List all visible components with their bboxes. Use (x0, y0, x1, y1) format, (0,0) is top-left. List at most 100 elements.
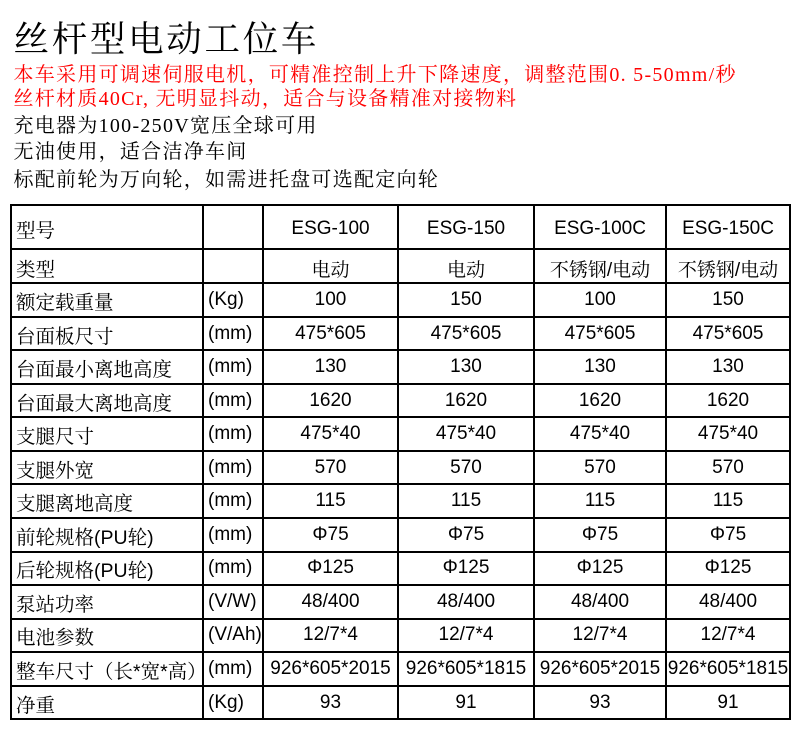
spec-unit: (mm) (202, 349, 264, 385)
spec-value: 电动 (262, 248, 399, 285)
spec-value: 570 (533, 449, 667, 486)
spec-unit: (mm) (202, 483, 264, 520)
spec-unit: (mm) (202, 651, 264, 687)
spec-value: Φ75 (665, 517, 791, 553)
spec-unit: (mm) (202, 315, 264, 352)
spec-unit: (mm) (202, 416, 264, 452)
spec-value: 130 (533, 349, 667, 385)
spec-value: ESG-150 (397, 203, 535, 251)
spec-value: Φ125 (397, 550, 535, 587)
table-row: 泵站功率 (V/W) 48/400 48/400 48/400 48/400 (10, 584, 791, 620)
spec-unit (202, 248, 264, 285)
spec-value: 1620 (665, 382, 791, 419)
spec-unit: (V/Ah) (202, 617, 264, 654)
spec-value: 475*40 (397, 416, 535, 452)
spec-value: 570 (665, 449, 791, 486)
spec-label: 类型 (10, 248, 204, 285)
spec-value: 12/7*4 (262, 617, 399, 654)
highlight-line-1: 本车采用可调速伺服电机，可精准控制上升下降速度，调整范围0. 5-50mm/秒 (13, 63, 737, 86)
spec-value: 91 (397, 684, 535, 721)
highlight-line-2: 丝杆材质40Cr, 无明显抖动，适合与设备精准对接物料 (13, 87, 518, 110)
spec-value: 130 (262, 349, 399, 385)
spec-value: 926*605*2015 (533, 651, 667, 687)
spec-unit: (mm) (202, 517, 264, 553)
spec-value: 48/400 (533, 584, 667, 620)
table-row: 整车尺寸（长*宽*高） (mm) 926*605*2015 926*605*1815 9… (10, 651, 791, 687)
spec-value: 91 (665, 684, 791, 721)
table-row: 支腿尺寸 (mm) 475*40 475*40 475*40 475*40 (10, 416, 791, 452)
spec-label: 额定载重量 (10, 282, 204, 318)
spec-value: 48/400 (262, 584, 399, 620)
spec-value: 926*605*1815 (665, 651, 791, 687)
spec-value: 48/400 (665, 584, 791, 620)
table-row: 台面最小离地高度 (mm) 130 130 130 130 (10, 349, 791, 385)
spec-label: 整车尺寸（长*宽*高） (10, 651, 204, 687)
spec-unit: (mm) (202, 449, 264, 486)
table-row: 支腿外宽 (mm) 570 570 570 570 (10, 449, 791, 486)
spec-value: 475*40 (262, 416, 399, 452)
spec-value: 1620 (397, 382, 535, 419)
note-line-3: 标配前轮为万向轮，如需进托盘可选配定向轮 (13, 168, 440, 191)
spec-value: 475*40 (533, 416, 667, 452)
spec-value: 115 (262, 483, 399, 520)
spec-value: 100 (262, 282, 399, 318)
spec-value: 48/400 (397, 584, 535, 620)
spec-value: 不锈钢/电动 (665, 248, 791, 285)
spec-value: ESG-100 (262, 203, 399, 251)
spec-value: 926*605*2015 (262, 651, 399, 687)
spec-label: 支腿外宽 (10, 449, 204, 486)
spec-value: 100 (533, 282, 667, 318)
spec-value: 570 (262, 449, 399, 486)
spec-value: 150 (665, 282, 791, 318)
spec-label: 台面最大离地高度 (10, 382, 204, 419)
spec-value: Φ125 (262, 550, 399, 587)
spec-value: 130 (665, 349, 791, 385)
spec-value: 475*605 (397, 315, 535, 352)
spec-value: 1620 (533, 382, 667, 419)
spec-value: Φ75 (397, 517, 535, 553)
spec-unit: (Kg) (202, 684, 264, 721)
spec-value: Φ125 (665, 550, 791, 587)
spec-label: 净重 (10, 684, 204, 721)
spec-value: 12/7*4 (665, 617, 791, 654)
table-row: 后轮规格(PU轮) (mm) Φ125 Φ125 Φ125 Φ125 (10, 550, 791, 587)
table-row: 型号 ESG-100 ESG-150 ESG-100C ESG-150C (10, 203, 791, 251)
spec-value: Φ75 (533, 517, 667, 553)
spec-unit (202, 203, 264, 251)
table-row: 支腿离地高度 (mm) 115 115 115 115 (10, 483, 791, 520)
table-row: 前轮规格(PU轮) (mm) Φ75 Φ75 Φ75 Φ75 (10, 517, 791, 553)
spec-unit: (V/W) (202, 584, 264, 620)
page-title: 丝杆型电动工位车 (13, 19, 320, 59)
spec-value: 130 (397, 349, 535, 385)
spec-value: 150 (397, 282, 535, 318)
spec-table-body: 型号 ESG-100 ESG-150 ESG-100C ESG-150C 类型 电动 电动不… (10, 203, 791, 721)
spec-label: 前轮规格(PU轮) (10, 517, 204, 553)
spec-value: ESG-150C (665, 203, 791, 251)
spec-unit: (mm) (202, 550, 264, 587)
spec-label: 支腿尺寸 (10, 416, 204, 452)
spec-value: 475*605 (665, 315, 791, 352)
spec-label: 型号 (10, 203, 204, 251)
spec-value: 115 (397, 483, 535, 520)
spec-label: 后轮规格(PU轮) (10, 550, 204, 587)
table-row: 电池参数 (V/Ah) 12/7*4 12/7*4 12/7*4 12/7*4 (10, 617, 791, 654)
table-row: 台面最大离地高度 (mm) 1620 1620 1620 1620 (10, 382, 791, 419)
spec-unit: (Kg) (202, 282, 264, 318)
table-row: 净重 (Kg) 93 91 93 91 (10, 684, 791, 721)
spec-value: 475*605 (262, 315, 399, 352)
table-row: 台面板尺寸 (mm) 475*605 475*605 475*605 475*605 (10, 315, 791, 352)
note-line-1: 充电器为100-250V宽压全球可用 (13, 115, 318, 137)
spec-value: 115 (533, 483, 667, 520)
spec-value: 570 (397, 449, 535, 486)
spec-label: 台面板尺寸 (10, 315, 204, 352)
spec-value: 12/7*4 (533, 617, 667, 654)
spec-value: ESG-100C (533, 203, 667, 251)
spec-value: Φ125 (533, 550, 667, 587)
spec-value: 115 (665, 483, 791, 520)
spec-label: 电池参数 (10, 617, 204, 654)
table-row: 额定载重量 (Kg) 100 150 100 150 (10, 282, 791, 318)
table-row: 类型 电动 电动 不锈钢/电动 不锈钢/电动 (10, 248, 791, 285)
note-line-2: 无油使用，适合洁净车间 (13, 141, 248, 163)
spec-label: 台面最小离地高度 (10, 349, 204, 385)
